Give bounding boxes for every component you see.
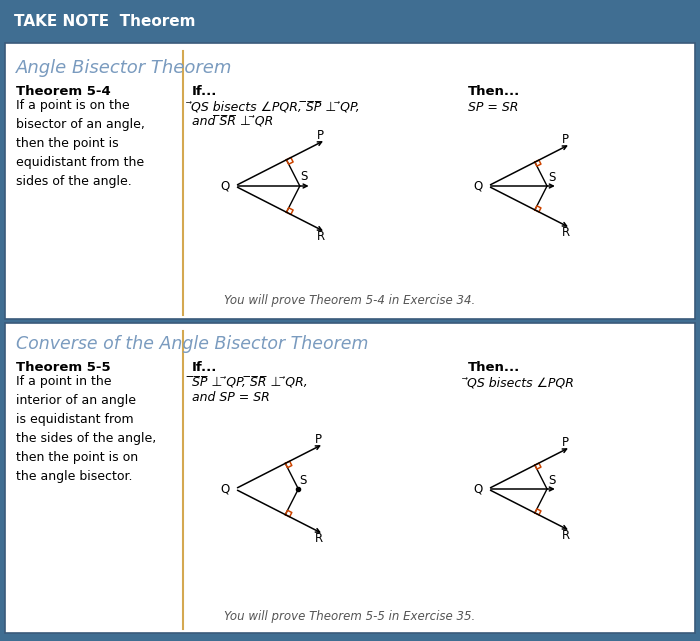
Text: Q: Q [220, 483, 230, 495]
Text: P: P [562, 436, 569, 449]
Text: ̅S̅P̅ ⊥ ⃗QP, ̅S̅R̅ ⊥ ⃗QR,: ̅S̅P̅ ⊥ ⃗QP, ̅S̅R̅ ⊥ ⃗QR, [192, 377, 308, 390]
Text: S: S [548, 171, 555, 184]
Text: and SP = SR: and SP = SR [192, 391, 270, 404]
Text: TAKE NOTE  Theorem: TAKE NOTE Theorem [14, 13, 195, 28]
Text: If...: If... [192, 85, 218, 98]
Text: R: R [562, 226, 570, 239]
Bar [5, 43, 695, 319]
Text: Q: Q [220, 179, 230, 192]
Text: If a point in the
interior of an angle
is equidistant from
the sides of the angl: If a point in the interior of an angle i… [16, 375, 156, 483]
Text: ⃗QS bisects ∠PQR, ̅S̅P̅ ⊥ ⃗QP,: ⃗QS bisects ∠PQR, ̅S̅P̅ ⊥ ⃗QP, [192, 101, 360, 114]
Bar [5, 323, 695, 633]
Text: S: S [300, 474, 307, 487]
Text: P: P [316, 129, 323, 142]
Text: Q: Q [474, 179, 483, 192]
Text: P: P [314, 433, 321, 446]
Text: S: S [548, 474, 555, 487]
Text: You will prove Theorem 5-5 in Exercise 35.: You will prove Theorem 5-5 in Exercise 3… [225, 610, 475, 623]
Text: Then...: Then... [468, 85, 520, 98]
Text: You will prove Theorem 5-4 in Exercise 34.: You will prove Theorem 5-4 in Exercise 3… [225, 294, 475, 307]
Text: R: R [316, 230, 325, 243]
Text: SP = SR: SP = SR [468, 101, 519, 114]
Text: S: S [301, 171, 308, 183]
Text: R: R [562, 529, 570, 542]
Text: Theorem 5-5: Theorem 5-5 [16, 361, 111, 374]
Text: If a point is on the
bisector of an angle,
then the point is
equidistant from th: If a point is on the bisector of an angl… [16, 99, 145, 188]
Text: and ̅S̅R̅ ⊥ ⃗QR: and ̅S̅R̅ ⊥ ⃗QR [192, 115, 273, 128]
Text: Theorem 5-4: Theorem 5-4 [16, 85, 111, 98]
Bar [5, 3, 695, 39]
Text: If...: If... [192, 361, 218, 374]
Text: P: P [562, 133, 569, 146]
Text: Then...: Then... [468, 361, 520, 374]
Text: Angle Bisector Theorem: Angle Bisector Theorem [16, 59, 232, 77]
Text: ⃗QS bisects ∠PQR: ⃗QS bisects ∠PQR [468, 377, 575, 390]
Text: R: R [314, 532, 323, 545]
Text: Q: Q [474, 483, 483, 495]
Text: Converse of the Angle Bisector Theorem: Converse of the Angle Bisector Theorem [16, 335, 368, 353]
